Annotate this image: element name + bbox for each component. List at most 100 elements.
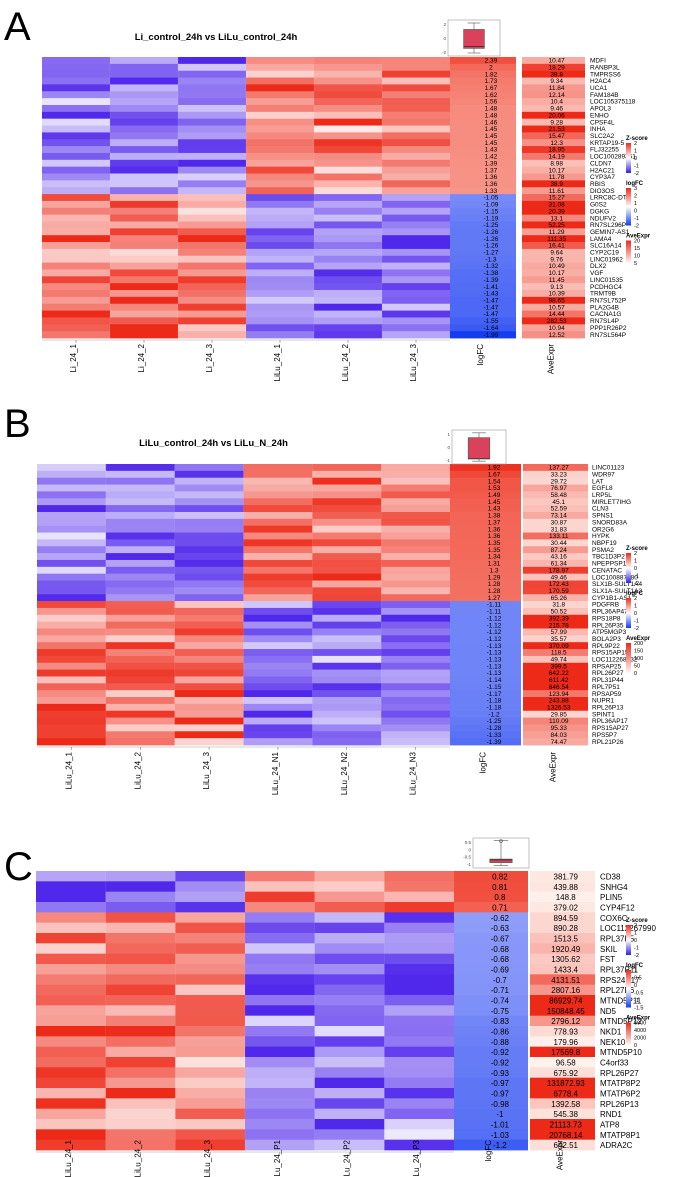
heatmap-cell: [105, 1036, 176, 1048]
heatmap-cell: [36, 943, 107, 955]
heatmap-cell: [246, 214, 315, 222]
aveexpr-value: 74.47: [551, 739, 568, 746]
heatmap-cell: [243, 690, 313, 698]
heatmap-cell: [245, 1129, 316, 1141]
heatmap-cell: [246, 173, 315, 181]
aveexpr-cell: [522, 248, 585, 257]
boxplot-tick: 2: [443, 22, 446, 27]
logfc-value: 1.39: [485, 160, 498, 167]
column-label: LiLu_24_1: [64, 1139, 73, 1177]
heatmap-cell: [314, 70, 383, 78]
gene-label: PPP1R26P2: [590, 325, 627, 332]
legend-tick: 0: [634, 983, 637, 989]
heatmap-cell: [382, 214, 451, 222]
heatmap-cell: [110, 98, 179, 106]
aveexpr-cell: [523, 559, 588, 568]
gene-label: SLX1B-SULT1A4: [592, 581, 642, 588]
aveexpr-cell: [523, 525, 588, 533]
logfc-cell: [450, 159, 516, 168]
heatmap-cell: [312, 655, 382, 664]
aveexpr-column-label: AveExpr: [547, 344, 556, 374]
aveexpr-cell: [523, 484, 588, 492]
heatmap-cell: [174, 738, 244, 746]
logfc-cell: [450, 111, 516, 120]
heatmap-cell: [245, 1077, 316, 1089]
gene-label: TRMT9B: [590, 291, 616, 298]
aveexpr-cell: [523, 594, 588, 602]
heatmap-cell: [42, 132, 111, 140]
heatmap-cell: [42, 77, 111, 85]
heatmap-cell: [243, 464, 313, 472]
heatmap-cell: [175, 1015, 246, 1027]
heatmap-cell: [36, 1057, 107, 1068]
heatmap-cell: [36, 964, 107, 975]
logfc-value: -1.64: [484, 325, 499, 332]
heatmap-cell: [174, 621, 244, 629]
heatmap-cell: [381, 669, 451, 677]
legend-title: logFC: [626, 963, 644, 969]
heatmap-cell: [37, 566, 107, 575]
heatmap-cell: [314, 152, 383, 161]
heatmap-cell: [110, 276, 179, 284]
logfc-cell: [450, 525, 521, 533]
column-label: LiLu_24_N2: [340, 751, 349, 795]
heatmap-cell: [175, 1046, 246, 1058]
logfc-cell: [450, 553, 521, 561]
aveexpr-cell: [523, 649, 588, 657]
aveexpr-cell: [522, 283, 585, 291]
heatmap-cell: [178, 173, 247, 181]
heatmap-cell: [382, 152, 451, 161]
logfc-value: 1.56: [485, 99, 498, 106]
heatmap-cell: [381, 573, 451, 581]
aveexpr-cell: [522, 84, 585, 92]
aveexpr-cell: [523, 498, 588, 506]
heatmap-cell: [246, 269, 315, 277]
legend-tick: 2000: [634, 1036, 646, 1042]
logfc-value: 1.45: [485, 126, 498, 133]
heatmap-cell: [178, 63, 247, 72]
aveexpr-cell: [523, 470, 588, 479]
logfc-value: 1.73: [485, 78, 498, 85]
heatmap-cell: [314, 262, 383, 270]
heatmap-cell: [110, 242, 179, 250]
gene-label: RPS15AP15: [592, 650, 629, 657]
heatmap-cell: [37, 642, 107, 650]
heatmap-cell: [174, 525, 244, 533]
heatmap-cell: [178, 221, 247, 229]
logfc-value: 1.49: [488, 492, 501, 499]
logfc-column-label: logFC: [484, 1140, 493, 1162]
heatmap-cell: [105, 553, 176, 561]
legend-tick: 0: [634, 209, 637, 215]
heatmap-cell: [178, 146, 247, 154]
aveexpr-value: 11.45: [549, 277, 565, 284]
logfc-cell: [450, 70, 516, 78]
aveexpr-value: 9.64: [550, 250, 563, 257]
heatmap-cell: [314, 902, 385, 913]
column-label: LiLu_24_3: [203, 1139, 212, 1177]
aveexpr-value: 33.23: [551, 471, 568, 478]
logfc-cell: [454, 1077, 528, 1089]
heatmap-cell: [314, 317, 383, 325]
heatmap-cell: [105, 642, 176, 650]
heatmap-cell: [382, 207, 451, 216]
heatmap-cell: [105, 1088, 176, 1099]
heatmap-cell: [37, 703, 107, 712]
aveexpr-value: 16.41: [549, 243, 566, 250]
heatmap-cell: [105, 662, 176, 671]
legend-tick: 0: [634, 156, 637, 162]
aveexpr-value: 30.44: [551, 540, 568, 547]
heatmap-cell: [174, 717, 244, 725]
heatmap-cell: [105, 532, 176, 540]
heatmap-cell: [381, 649, 451, 657]
heatmap-cell: [42, 63, 111, 72]
aveexpr-cell: [522, 125, 585, 133]
logfc-cell: [450, 146, 516, 154]
logfc-cell: [450, 57, 516, 65]
heatmap-cell: [178, 159, 247, 168]
aveexpr-cell: [522, 98, 585, 106]
aveexpr-column-label: AveExpr: [556, 1140, 565, 1170]
heatmap-cell: [175, 984, 246, 996]
logfc-cell: [450, 324, 516, 332]
heatmap-cell: [42, 331, 111, 339]
heatmap-cell: [105, 891, 176, 903]
